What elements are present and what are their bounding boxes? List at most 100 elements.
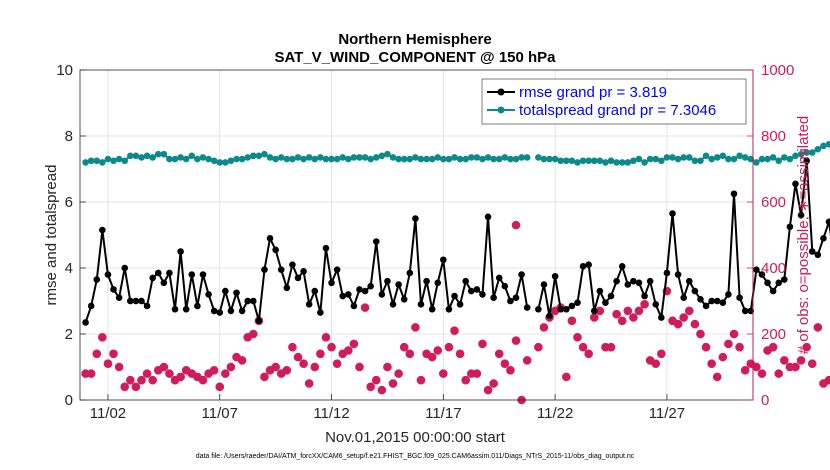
obs-assimilated-point [304,379,314,388]
totalspread-point [579,157,587,165]
obs-marker-arm [416,376,426,385]
totalspread-point [557,157,565,165]
obs-assimilated-point [372,376,381,385]
obs-marker-arm [724,339,733,348]
totalspread-point [417,155,425,163]
totalspread-point [685,154,693,161]
totalspread-point [93,157,101,165]
obs-marker-arm [120,382,129,391]
rmse-point [507,297,514,305]
totalspread-point [702,152,710,160]
obs-marker-arm [640,300,649,309]
rmse-point [428,305,436,313]
obs-assimilated-point [427,352,437,362]
y-right-tick-label: 200 [761,326,786,343]
obs-marker-arm [511,221,521,230]
totalspread-point [808,149,816,156]
obs-marker-arm [344,346,353,355]
rmse-point [579,263,587,270]
totalspread-point [361,154,369,161]
obs-marker-arm [98,333,107,342]
totalspread-point [797,150,805,158]
totalspread-point [551,155,559,163]
obs-marker-arm [131,382,140,391]
obs-marker-arm [316,349,325,358]
rmse-point [540,281,548,288]
obs-marker-arm [198,376,208,385]
rmse-point [764,279,771,287]
obs-assimilated-point [282,366,292,375]
obs-assimilated-point [237,356,247,365]
rmse-point [753,266,760,273]
obs-marker-arm [489,379,498,388]
obs-assimilated-point [511,336,521,345]
totalspread-point [719,152,727,160]
rmse-point [127,297,134,305]
x-axis-label: Nov.01,2015 00:00:00 start [325,429,506,446]
totalspread-point [166,155,173,163]
totalspread-point [99,159,106,166]
obs-assimilated-point [142,369,152,378]
rmse-point [685,277,693,285]
totalspread-point [395,155,402,163]
rmse-point [210,307,218,315]
obs-assimilated-point [131,382,141,391]
rmse-point [115,294,123,302]
obs-marker-arm [780,356,789,365]
rmse-point [328,279,335,287]
rmse-point [395,281,402,288]
totalspread-point [300,155,307,163]
obs-marker-arm [126,376,135,385]
rmse-point [149,274,156,282]
obs-assimilated-point [780,356,789,365]
rmse-point [456,301,464,308]
obs-marker-arm [355,362,364,372]
totalspread-point [753,159,760,166]
obs-marker-arm [159,362,168,372]
totalspread-point [451,154,458,161]
y-right-tick-label: 800 [761,128,786,145]
obs-assimilated-point [159,362,169,372]
obs-marker-arm [612,310,621,319]
obs-marker-arm [288,343,297,352]
totalspread-point [400,155,408,163]
totalspread-point [423,155,430,163]
totalspread-point [378,152,386,160]
obs-marker-arm [372,376,381,385]
rmse-point [199,271,207,278]
totalspread-point [523,154,531,161]
rmse-point [635,279,643,287]
obs-assimilated-point [729,329,739,339]
obs-assimilated-point [344,346,353,355]
rmse-point [462,277,469,285]
rmse-point [372,238,380,245]
rmse-point [658,314,665,321]
totalspread-point [630,157,637,165]
obs-assimilated-point [400,343,409,352]
obs-assimilated-point [735,343,744,352]
obs-marker-arm [584,349,593,358]
rmse-point [613,277,620,285]
rmse-point [814,251,822,259]
obs-assimilated-point [249,329,258,339]
rmse-point [300,268,307,275]
rmse-point [669,210,676,217]
obs-assimilated-point [774,369,783,378]
rmse-point [495,274,503,282]
totalspread-point [177,154,184,161]
totalspread-point [674,155,682,163]
rmse-point [244,297,251,305]
obs-marker-arm [623,306,632,315]
rmse-point [557,305,565,313]
obs-marker-arm [500,359,509,368]
x-tick-label: 11/07 [202,405,238,422]
obs-assimilated-point [679,313,688,322]
totalspread-point [781,154,788,161]
obs-marker-arm [774,369,783,378]
obs-assimilated-point [215,382,224,391]
obs-marker-arm [657,349,666,358]
legend-entry-rmse: rmse grand pr = 3.819 [519,84,667,101]
obs-assimilated-point [221,369,230,378]
rmse-point [719,299,727,306]
rmse-point [423,277,430,285]
